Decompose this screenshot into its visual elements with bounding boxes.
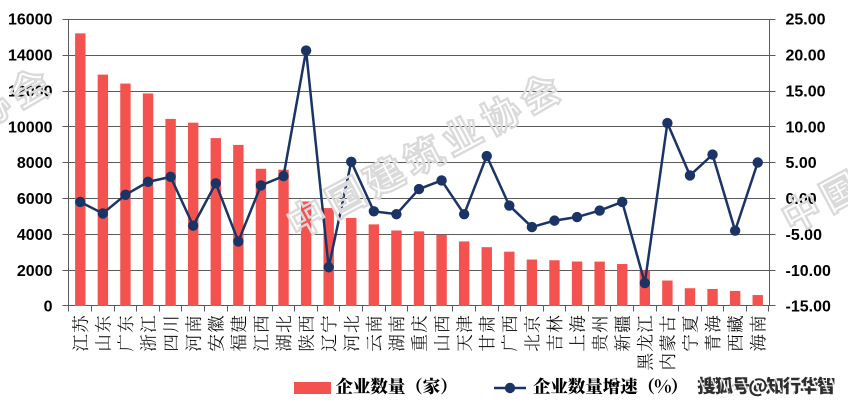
svg-text:-15.00: -15.00 — [786, 299, 831, 316]
svg-text:16000: 16000 — [8, 12, 53, 29]
svg-text:0: 0 — [44, 299, 53, 316]
svg-text:4000: 4000 — [17, 227, 53, 244]
svg-text:-10.00: -10.00 — [786, 263, 831, 280]
svg-text:2000: 2000 — [17, 263, 53, 280]
svg-text:14000: 14000 — [8, 48, 53, 65]
svg-text:8000: 8000 — [17, 155, 53, 172]
svg-text:20.00: 20.00 — [786, 48, 826, 65]
svg-text:25.00: 25.00 — [786, 12, 826, 29]
svg-text:5.00: 5.00 — [786, 155, 817, 172]
svg-text:-5.00: -5.00 — [786, 227, 823, 244]
svg-text:6000: 6000 — [17, 191, 53, 208]
svg-text:10000: 10000 — [8, 119, 53, 136]
svg-text:15.00: 15.00 — [786, 83, 826, 100]
svg-text:10.00: 10.00 — [786, 119, 826, 136]
